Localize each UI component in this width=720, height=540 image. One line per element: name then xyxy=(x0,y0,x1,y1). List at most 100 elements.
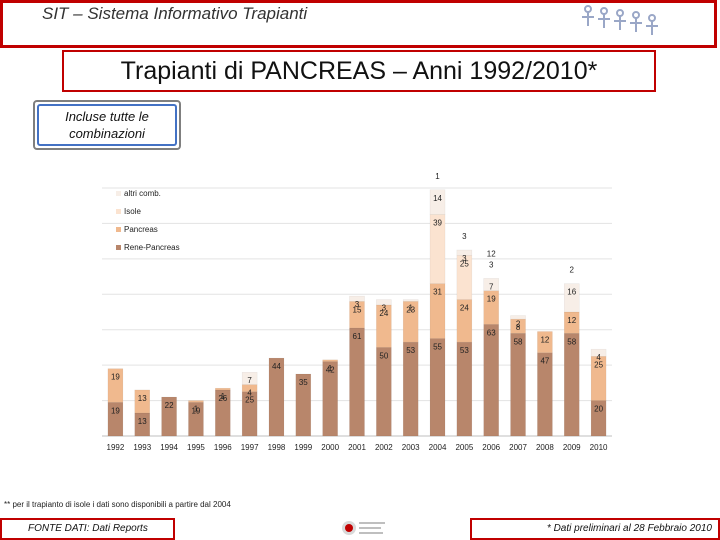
legend-swatch xyxy=(116,191,121,196)
data-label-2008: 47 xyxy=(540,357,549,366)
legend-swatch xyxy=(116,227,121,232)
data-label-1997: 25 xyxy=(245,396,254,405)
data-label-1993: 13 xyxy=(138,417,147,426)
header-title: SIT – Sistema Informativo Trapianti xyxy=(42,4,308,23)
data-label-2005: 3 xyxy=(462,254,467,263)
legend-label: altri comb. xyxy=(124,189,161,198)
data-label-2001: 61 xyxy=(353,332,362,341)
extra-label-2004: 1 xyxy=(435,172,440,181)
bar-altri-comb--2001 xyxy=(349,295,365,302)
data-label-2010: 4 xyxy=(596,353,601,362)
x-tick-label-2009: 2009 xyxy=(563,443,581,452)
footer-preliminary: * Dati preliminari al 28 Febbraio 2010 xyxy=(546,523,712,534)
data-label-2009: 12 xyxy=(567,316,576,325)
data-label-2010: 25 xyxy=(594,360,603,369)
data-label-2007: 58 xyxy=(514,337,523,346)
bar-rene-pancreas-2010 xyxy=(590,400,607,437)
data-label-2004: 39 xyxy=(433,219,442,228)
data-label-2010: 20 xyxy=(594,405,603,414)
data-label-2003: 53 xyxy=(406,346,415,355)
x-tick-label-2008: 2008 xyxy=(536,443,554,452)
data-label-2002: 3 xyxy=(382,304,387,313)
data-label-1992: 19 xyxy=(111,406,120,415)
bar-rene-pancreas-2009 xyxy=(563,333,580,437)
inclusion-note-border xyxy=(37,104,177,146)
bar-altri-comb--1997 xyxy=(241,371,258,385)
data-label-1996: 1 xyxy=(221,392,226,401)
x-tick-label-1999: 1999 xyxy=(294,443,312,452)
data-label-1994: 22 xyxy=(165,401,174,410)
data-label-2005: 53 xyxy=(460,346,469,355)
data-label-2006: 7 xyxy=(489,282,494,291)
x-tick-label-2002: 2002 xyxy=(375,443,393,452)
bar-altri-comb--2006 xyxy=(483,278,499,291)
data-label-2007: 2 xyxy=(516,320,521,329)
data-label-1995: 19 xyxy=(191,406,200,415)
data-label-2005: 24 xyxy=(460,304,469,313)
bar-pancreas-1995 xyxy=(188,400,204,403)
extra-label-2005: 3 xyxy=(462,232,467,241)
bar-altri-comb--2007 xyxy=(510,315,526,320)
bar-altri-comb--2002 xyxy=(376,299,392,306)
bar-altri-comb--2003 xyxy=(402,299,419,302)
data-label-1996: 26 xyxy=(218,394,227,403)
bar-rene-pancreas-1998 xyxy=(268,357,285,437)
data-label-1993: 13 xyxy=(138,394,147,403)
extra-label-2006: 12 xyxy=(487,249,496,258)
data-label-2004: 31 xyxy=(433,288,442,297)
bar-pancreas-2000 xyxy=(322,359,338,362)
data-label-2001: 15 xyxy=(353,305,362,314)
bar-pancreas-1993 xyxy=(134,389,151,414)
bar-rene-pancreas-1999 xyxy=(295,373,312,437)
bar-rene-pancreas-2002 xyxy=(376,347,392,437)
bar-pancreas-1992 xyxy=(107,368,124,403)
data-label-1997: 7 xyxy=(247,376,252,385)
x-tick-label-2003: 2003 xyxy=(402,443,420,452)
data-label-2000: 42 xyxy=(326,366,335,375)
x-tick-label-2010: 2010 xyxy=(590,443,608,452)
x-tick-label-2007: 2007 xyxy=(509,443,527,452)
bar-rene-pancreas-2001 xyxy=(349,327,365,437)
data-label-1999: 35 xyxy=(299,378,308,387)
data-label-1998: 44 xyxy=(272,362,281,371)
bar-pancreas-1996 xyxy=(215,387,231,391)
data-label-2009: 16 xyxy=(567,288,576,297)
legend-label: Rene-Pancreas xyxy=(124,243,180,252)
x-tick-label-2000: 2000 xyxy=(321,443,339,452)
cnt-logo-icon xyxy=(342,521,385,535)
data-label-2000: 1 xyxy=(328,364,333,373)
data-label-2003: 23 xyxy=(406,305,415,314)
title-box: Trapianti di PANCREAS – Anni 1992/2010* xyxy=(62,50,656,92)
footer-source: FONTE DATI: Dati Reports xyxy=(28,523,148,534)
x-tick-label-1998: 1998 xyxy=(268,443,286,452)
bar-rene-pancreas-2007 xyxy=(510,333,526,437)
bar-pancreas-2008 xyxy=(537,331,553,353)
extra-label-2009: 2 xyxy=(570,266,575,275)
x-tick-label-2001: 2001 xyxy=(348,443,366,452)
x-tick-label-1994: 1994 xyxy=(160,443,178,452)
bar-pancreas-2007 xyxy=(510,318,526,334)
data-label-1992: 19 xyxy=(111,373,120,382)
bar-altri-comb--2009 xyxy=(563,283,580,313)
data-label-2005: 25 xyxy=(460,259,469,268)
footer-source-box: FONTE DATI: Dati Reports xyxy=(0,518,175,540)
data-label-1997: 4 xyxy=(247,389,252,398)
bar-rene-pancreas-1996 xyxy=(215,389,231,437)
bar-rene-pancreas-1992 xyxy=(107,402,124,437)
data-label-2006: 63 xyxy=(487,328,496,337)
x-tick-label-1993: 1993 xyxy=(133,443,151,452)
header-frame xyxy=(0,0,717,48)
bar-rene-pancreas-2006 xyxy=(483,324,499,437)
footnote: ** per il trapianto di isole i dati sono… xyxy=(4,500,231,509)
extra-label-2006: 3 xyxy=(489,260,494,269)
data-label-2004: 55 xyxy=(433,343,442,352)
data-label-2007: 8 xyxy=(516,323,521,332)
x-tick-label-1997: 1997 xyxy=(241,443,259,452)
page-title: Trapianti di PANCREAS – Anni 1992/2010* xyxy=(120,57,598,85)
x-tick-label-2005: 2005 xyxy=(455,443,473,452)
bar-rene-pancreas-2005 xyxy=(456,341,473,437)
data-label-1995: 1 xyxy=(194,405,199,414)
legend-label: Pancreas xyxy=(124,225,158,234)
x-tick-label-2006: 2006 xyxy=(482,443,500,452)
